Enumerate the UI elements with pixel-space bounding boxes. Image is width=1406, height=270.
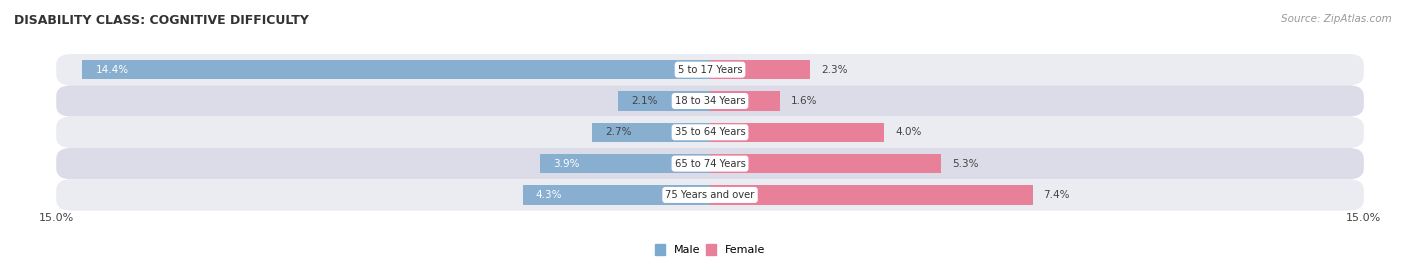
Text: 1.6%: 1.6%	[790, 96, 817, 106]
Legend: Male, Female: Male, Female	[651, 240, 769, 260]
Bar	[592, 123, 710, 142]
Text: 7.4%: 7.4%	[1043, 190, 1070, 200]
Text: 2.1%: 2.1%	[631, 96, 658, 106]
Text: 4.0%: 4.0%	[896, 127, 922, 137]
Text: 3.9%: 3.9%	[553, 158, 579, 169]
Text: 2.7%: 2.7%	[606, 127, 631, 137]
Text: 2.3%: 2.3%	[821, 65, 848, 75]
Bar	[83, 60, 710, 79]
Bar	[710, 91, 780, 111]
Bar	[710, 60, 810, 79]
FancyBboxPatch shape	[56, 179, 1364, 211]
Text: 65 to 74 Years: 65 to 74 Years	[675, 158, 745, 169]
Text: 5 to 17 Years: 5 to 17 Years	[678, 65, 742, 75]
Text: 4.3%: 4.3%	[536, 190, 562, 200]
Bar	[540, 154, 710, 173]
Text: 75 Years and over: 75 Years and over	[665, 190, 755, 200]
Bar	[523, 185, 710, 205]
Text: DISABILITY CLASS: COGNITIVE DIFFICULTY: DISABILITY CLASS: COGNITIVE DIFFICULTY	[14, 14, 309, 26]
Bar	[710, 185, 1032, 205]
Text: 14.4%: 14.4%	[96, 65, 128, 75]
FancyBboxPatch shape	[56, 54, 1364, 85]
Bar	[619, 91, 710, 111]
Text: 18 to 34 Years: 18 to 34 Years	[675, 96, 745, 106]
Text: 35 to 64 Years: 35 to 64 Years	[675, 127, 745, 137]
Bar	[710, 154, 941, 173]
FancyBboxPatch shape	[56, 85, 1364, 117]
FancyBboxPatch shape	[56, 148, 1364, 179]
Text: Source: ZipAtlas.com: Source: ZipAtlas.com	[1281, 14, 1392, 23]
Text: 5.3%: 5.3%	[952, 158, 979, 169]
FancyBboxPatch shape	[56, 117, 1364, 148]
Bar	[710, 123, 884, 142]
